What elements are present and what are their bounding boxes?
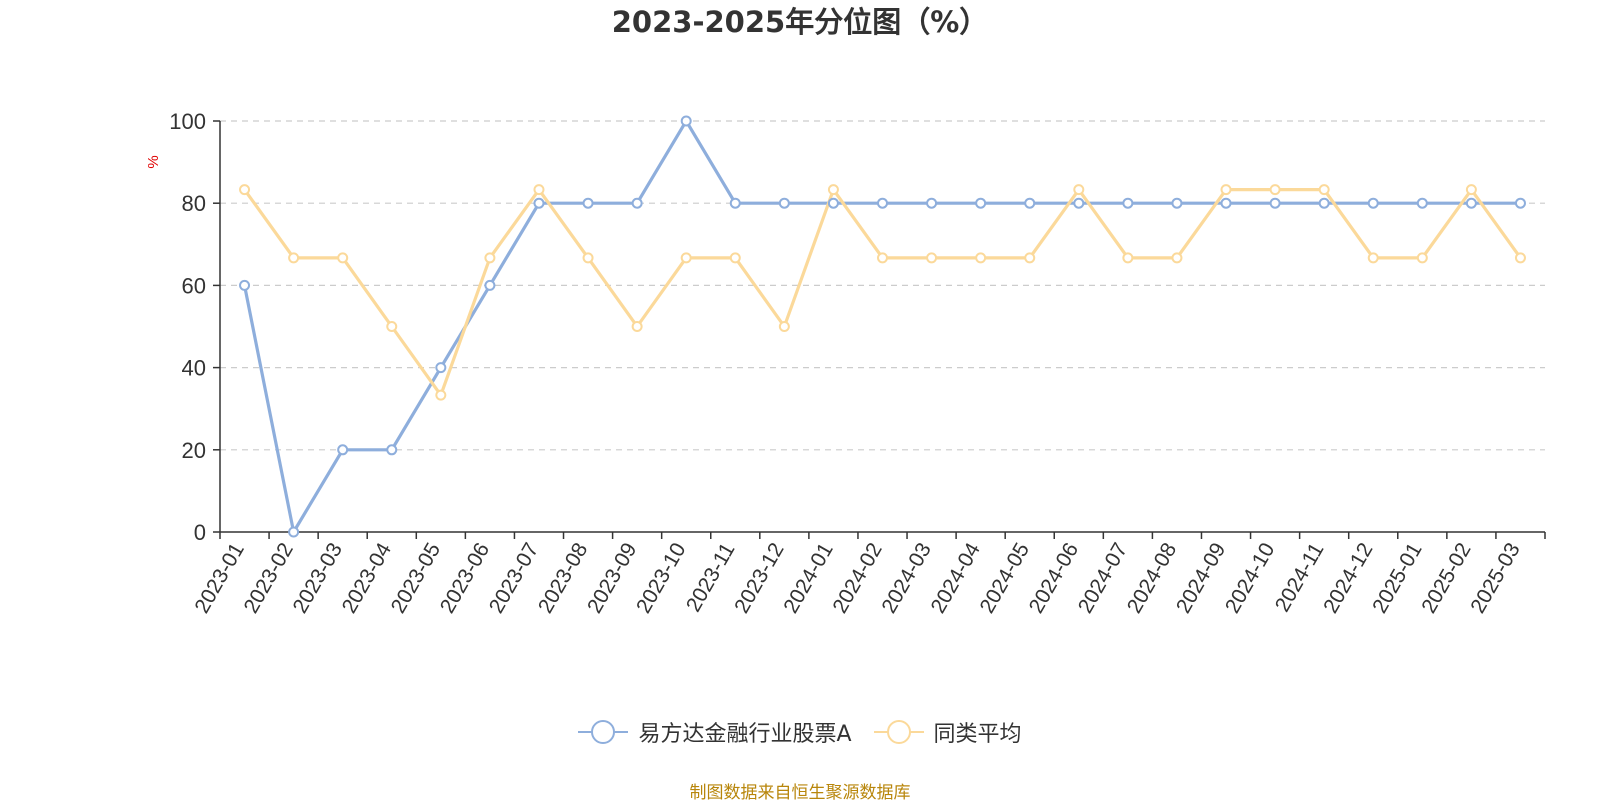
data-point-1[interactable] — [582, 252, 594, 264]
data-point-1[interactable] — [1416, 252, 1428, 264]
data-point-1[interactable] — [337, 252, 349, 264]
data-point-0[interactable] — [1073, 197, 1085, 209]
y-tick-label: 80 — [182, 191, 206, 216]
y-axis-unit-label: % — [145, 155, 162, 168]
data-point-1[interactable] — [533, 184, 545, 196]
data-point-0[interactable] — [680, 115, 692, 127]
data-point-0[interactable] — [1269, 197, 1281, 209]
data-point-1[interactable] — [1514, 252, 1526, 264]
grid-lines — [220, 120, 1545, 451]
legend-swatch-fund — [578, 720, 629, 744]
source-note: 制图数据来自恒生聚源数据库 — [689, 783, 911, 803]
data-point-0[interactable] — [1024, 197, 1036, 209]
data-point-0[interactable] — [926, 197, 938, 209]
data-point-0[interactable] — [729, 197, 741, 209]
data-point-0[interactable] — [877, 197, 888, 209]
data-point-0[interactable] — [975, 197, 987, 209]
data-point-1[interactable] — [484, 252, 496, 264]
legend-swatch-peer-average — [873, 720, 924, 744]
data-point-1[interactable] — [1220, 184, 1232, 196]
legend-item-fund[interactable]: 易方达金融行业股票A — [578, 716, 852, 748]
data-point-0[interactable] — [337, 444, 349, 456]
data-point-0[interactable] — [1318, 197, 1330, 209]
data-point-1[interactable] — [729, 252, 741, 264]
axes: 0204060801002023-012023-022023-032023-04… — [169, 109, 1546, 617]
y-tick-label: 60 — [182, 273, 206, 298]
data-point-1[interactable] — [1073, 184, 1085, 196]
series-line-0 — [242, 119, 1521, 534]
data-point-0[interactable] — [435, 362, 447, 374]
data-point-0[interactable] — [1171, 197, 1183, 209]
y-tick-label: 100 — [169, 109, 206, 134]
chart-title: 2023-2025年分位图（%） — [611, 5, 989, 39]
data-point-0[interactable] — [631, 197, 643, 209]
data-point-0[interactable] — [1416, 197, 1428, 209]
legend-item-peer-average[interactable]: 同类平均 — [873, 716, 1022, 748]
data-point-1[interactable] — [827, 184, 839, 196]
data-point-1[interactable] — [778, 321, 790, 332]
data-point-0[interactable] — [1122, 197, 1134, 209]
data-point-1[interactable] — [926, 252, 938, 264]
data-point-1[interactable] — [1122, 252, 1134, 264]
legend: 易方达金融行业股票A 同类平均 — [0, 716, 1600, 748]
data-point-1[interactable] — [1024, 252, 1036, 264]
data-point-1[interactable] — [239, 184, 251, 196]
data-point-1[interactable] — [386, 321, 398, 332]
series-line-1 — [243, 188, 1522, 397]
data-point-0[interactable] — [827, 197, 839, 209]
data-point-1[interactable] — [1465, 184, 1477, 196]
data-point-0[interactable] — [582, 197, 594, 209]
data-point-0[interactable] — [1220, 197, 1232, 209]
series-lines — [239, 115, 1526, 538]
data-point-0[interactable] — [778, 197, 790, 209]
data-point-1[interactable] — [631, 321, 643, 332]
y-tick-label: 20 — [182, 438, 206, 463]
data-point-1[interactable] — [288, 252, 300, 264]
data-point-1[interactable] — [1171, 252, 1183, 264]
data-point-0[interactable] — [1367, 197, 1379, 209]
data-point-0[interactable] — [386, 444, 398, 456]
data-point-1[interactable] — [1367, 252, 1379, 264]
data-point-0[interactable] — [239, 279, 251, 291]
data-point-0[interactable] — [484, 279, 496, 291]
data-point-0[interactable] — [1514, 197, 1526, 209]
data-point-1[interactable] — [975, 252, 987, 264]
data-point-1[interactable] — [435, 389, 447, 401]
data-point-0[interactable] — [533, 197, 545, 209]
data-point-1[interactable] — [1318, 184, 1330, 196]
y-tick-label: 40 — [182, 356, 206, 381]
data-point-1[interactable] — [1269, 184, 1281, 196]
data-point-0[interactable] — [288, 526, 300, 538]
data-point-1[interactable] — [877, 252, 888, 264]
y-tick-label: 0 — [194, 520, 206, 545]
data-point-0[interactable] — [1465, 197, 1477, 209]
legend-label-peer-average: 同类平均 — [933, 722, 1022, 747]
data-point-1[interactable] — [680, 252, 692, 264]
legend-label-fund: 易方达金融行业股票A — [638, 722, 852, 747]
